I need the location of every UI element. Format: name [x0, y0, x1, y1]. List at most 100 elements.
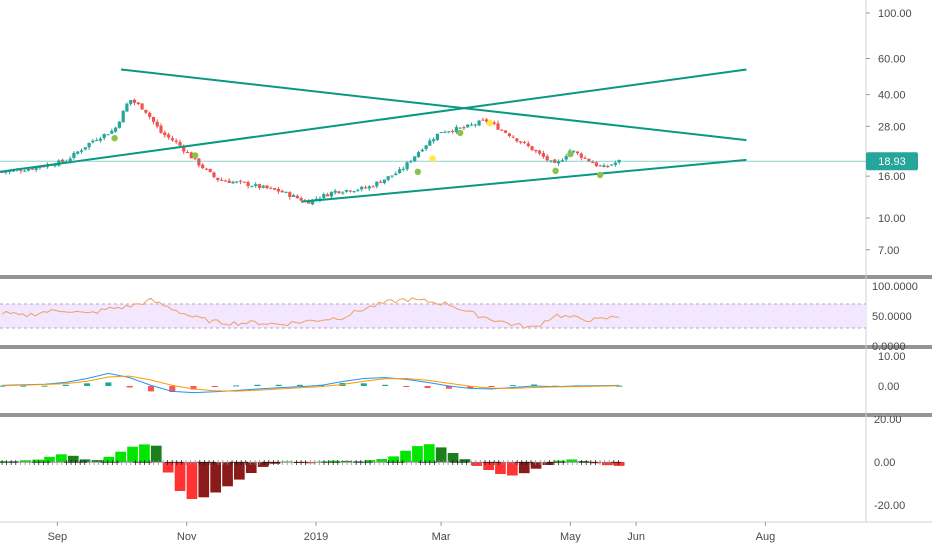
squeeze-dot: +	[551, 458, 557, 469]
axis-layer[interactable]: 100.00 60.00 40.00 28.00 16.00 10.00 7.00 100.0…	[48, 8, 918, 543]
candle-body	[185, 152, 190, 153]
squeeze-dot: +	[155, 458, 161, 469]
candle-body	[326, 194, 330, 197]
candle-body	[454, 127, 458, 133]
candle-body	[83, 147, 87, 150]
macd-histogram-bar	[190, 386, 197, 390]
squeeze-dot: +	[597, 458, 603, 469]
macd-histogram-bar	[211, 386, 218, 387]
candle-body	[117, 121, 121, 128]
signal-marker	[111, 135, 118, 142]
squeeze-dot: +	[289, 458, 295, 469]
candle-body	[541, 153, 545, 157]
candle-body	[204, 168, 209, 170]
candle-body	[53, 165, 57, 167]
squeeze-dot: +	[579, 458, 585, 469]
momentum-bar	[613, 462, 625, 466]
squeeze-dot: +	[418, 458, 424, 469]
candle-body	[235, 181, 239, 183]
macd-histogram-bar	[20, 385, 27, 387]
candle-body	[511, 136, 515, 138]
momentum-bar	[459, 459, 471, 462]
candle-body	[504, 130, 508, 133]
momentum-bar	[91, 460, 103, 462]
macd-histogram-bar	[467, 386, 474, 389]
candle-body	[76, 151, 80, 154]
squeeze-dot: +	[77, 458, 83, 469]
squeeze-dot: +	[105, 458, 111, 469]
squeeze-dot: +	[123, 458, 129, 469]
macd-histogram-bar	[126, 386, 133, 388]
squeeze-dot: +	[592, 458, 598, 469]
momentum-axis-label: 20.00	[874, 414, 902, 426]
squeeze-dot: +	[137, 458, 143, 469]
candle-body	[280, 190, 284, 193]
indicator-layer: ++++++++++++++++++++++++++++++++++++++++…	[0, 297, 866, 499]
squeeze-dot: +	[109, 458, 115, 469]
candle-body	[382, 179, 386, 184]
momentum-bar	[139, 444, 150, 462]
momentum-bar	[56, 454, 67, 462]
candle-body	[469, 124, 474, 126]
candle-body	[432, 139, 436, 142]
squeeze-dot: +	[413, 458, 419, 469]
macd-histogram-bar	[531, 384, 537, 386]
squeeze-dot: +	[546, 458, 552, 469]
candle-body	[492, 122, 496, 124]
candle-body	[182, 145, 186, 152]
squeeze-dot: +	[404, 458, 410, 469]
momentum-axis-label: -20.00	[874, 500, 905, 512]
squeeze-dot: +	[473, 458, 479, 469]
candle-body	[443, 131, 447, 133]
macd-histogram-bar	[254, 384, 261, 386]
macd-histogram-bar	[0, 385, 5, 387]
squeeze-dot: +	[215, 458, 221, 469]
candle-body	[114, 127, 118, 132]
candle-body	[322, 194, 326, 198]
squeeze-dot: +	[330, 458, 336, 469]
candle-body	[485, 119, 489, 122]
squeeze-dot: +	[496, 458, 502, 469]
squeeze-dot: +	[252, 458, 258, 469]
momentum-bar	[554, 460, 566, 462]
squeeze-dot: +	[284, 458, 290, 469]
momentum-bar	[174, 462, 186, 491]
candle-body	[409, 161, 413, 163]
squeeze-dot: +	[588, 458, 594, 469]
squeeze-dot: +	[96, 458, 102, 469]
squeeze-dot: +	[280, 458, 286, 469]
momentum-bar	[578, 461, 589, 463]
candle-body	[106, 134, 110, 136]
candle-body	[201, 164, 205, 169]
momentum-bar	[590, 462, 601, 464]
squeeze-dot: +	[583, 458, 589, 469]
momentum-bar	[566, 459, 577, 462]
candle-body	[583, 157, 587, 159]
candle-body	[477, 120, 481, 126]
macd-histogram-bar	[360, 383, 367, 386]
macd-histogram-bar	[41, 385, 48, 387]
candle-body	[288, 192, 292, 197]
squeeze-dot: +	[542, 458, 548, 469]
momentum-bar	[317, 461, 328, 463]
time-axis-label: 2019	[304, 531, 328, 543]
candle-body	[500, 129, 504, 131]
candle-body	[125, 103, 129, 112]
candle-body	[591, 161, 595, 164]
momentum-bar	[542, 462, 554, 465]
squeeze-dot: +	[307, 458, 313, 469]
candle-body	[462, 127, 466, 129]
candle-body	[159, 125, 163, 133]
candle-body	[223, 180, 227, 182]
price-axis-label: 28.00	[878, 121, 906, 133]
squeeze-dot: +	[234, 458, 240, 469]
signal-marker	[596, 171, 604, 179]
candle-body	[538, 150, 542, 154]
squeeze-dot: +	[142, 458, 148, 469]
momentum-bar	[471, 462, 483, 466]
candle-body	[314, 198, 318, 200]
candle-body	[356, 189, 360, 191]
squeeze-dot: +	[560, 458, 566, 469]
candle-body	[291, 195, 296, 197]
candle-body	[405, 162, 409, 170]
